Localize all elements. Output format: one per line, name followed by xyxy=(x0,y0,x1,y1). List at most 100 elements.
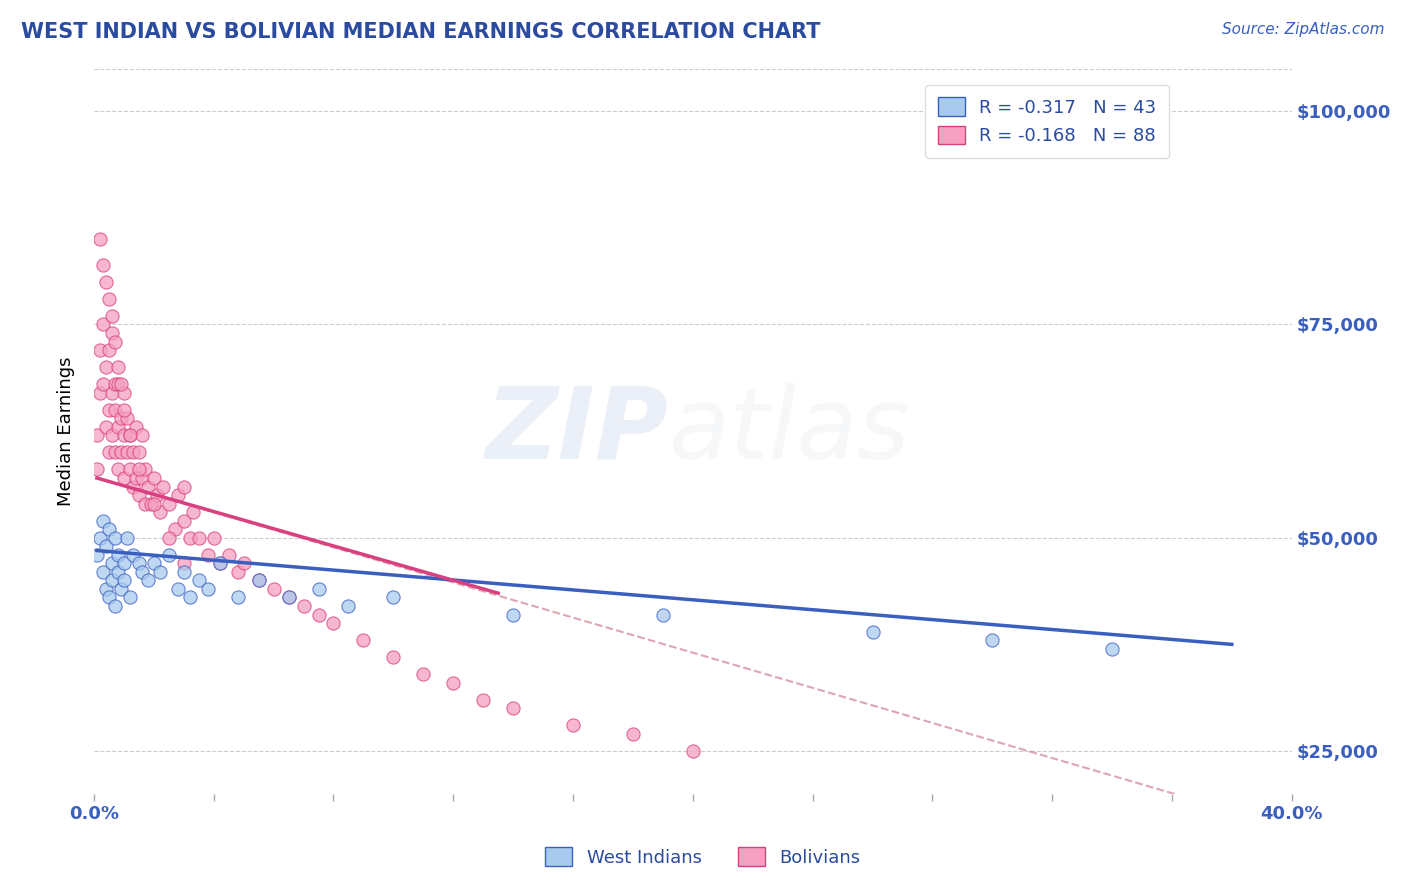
Point xyxy=(121,548,143,562)
Point xyxy=(97,402,120,417)
Point xyxy=(173,514,195,528)
Point xyxy=(382,650,405,665)
Point xyxy=(112,471,135,485)
Point xyxy=(107,565,129,579)
Point xyxy=(101,309,124,323)
Point xyxy=(502,607,524,622)
Point xyxy=(112,574,135,588)
Point xyxy=(149,565,172,579)
Y-axis label: Median Earnings: Median Earnings xyxy=(58,356,75,506)
Point xyxy=(104,599,127,613)
Point xyxy=(104,377,127,392)
Point xyxy=(502,701,524,715)
Point xyxy=(226,591,249,605)
Point xyxy=(181,505,204,519)
Point xyxy=(86,462,108,476)
Point xyxy=(115,445,138,459)
Point xyxy=(208,557,231,571)
Point xyxy=(173,557,195,571)
Point xyxy=(179,531,201,545)
Point xyxy=(197,548,219,562)
Point xyxy=(91,318,114,332)
Point xyxy=(157,531,180,545)
Point xyxy=(104,531,127,545)
Point xyxy=(97,343,120,357)
Point xyxy=(562,718,585,732)
Point xyxy=(337,599,360,613)
Point xyxy=(118,428,141,442)
Point xyxy=(441,675,464,690)
Point xyxy=(352,633,374,648)
Point xyxy=(1101,641,1123,656)
Point xyxy=(112,402,135,417)
Point xyxy=(862,624,884,639)
Point xyxy=(651,607,673,622)
Point xyxy=(89,531,111,545)
Point xyxy=(104,445,127,459)
Point xyxy=(142,471,165,485)
Point xyxy=(110,377,132,392)
Point xyxy=(107,462,129,476)
Legend: R = -0.317   N = 43, R = -0.168   N = 88: R = -0.317 N = 43, R = -0.168 N = 88 xyxy=(925,85,1168,158)
Point xyxy=(107,548,129,562)
Point xyxy=(104,402,127,417)
Point xyxy=(101,385,124,400)
Point xyxy=(187,574,209,588)
Point xyxy=(97,445,120,459)
Point xyxy=(308,607,330,622)
Point xyxy=(128,557,150,571)
Point xyxy=(91,377,114,392)
Point xyxy=(97,522,120,536)
Point xyxy=(94,360,117,375)
Point xyxy=(107,377,129,392)
Point xyxy=(472,693,495,707)
Point xyxy=(292,599,315,613)
Text: Source: ZipAtlas.com: Source: ZipAtlas.com xyxy=(1222,22,1385,37)
Point xyxy=(89,232,111,246)
Point xyxy=(232,557,254,571)
Point xyxy=(136,574,159,588)
Point xyxy=(134,462,156,476)
Point xyxy=(94,539,117,553)
Point xyxy=(101,428,124,442)
Point xyxy=(89,343,111,357)
Point xyxy=(125,420,148,434)
Point xyxy=(91,258,114,272)
Point xyxy=(128,462,150,476)
Point xyxy=(412,667,434,681)
Point xyxy=(187,531,209,545)
Point xyxy=(226,565,249,579)
Point xyxy=(86,548,108,562)
Point xyxy=(112,557,135,571)
Point xyxy=(101,574,124,588)
Point xyxy=(128,488,150,502)
Point xyxy=(101,326,124,340)
Point xyxy=(163,522,186,536)
Point xyxy=(149,505,172,519)
Point xyxy=(91,565,114,579)
Point xyxy=(166,582,188,596)
Point xyxy=(110,411,132,425)
Point xyxy=(197,582,219,596)
Point xyxy=(166,488,188,502)
Point xyxy=(277,591,299,605)
Point xyxy=(115,531,138,545)
Point xyxy=(107,420,129,434)
Point xyxy=(118,462,141,476)
Point xyxy=(173,565,195,579)
Point xyxy=(110,582,132,596)
Point xyxy=(104,334,127,349)
Point xyxy=(121,479,143,493)
Point xyxy=(322,615,344,630)
Point xyxy=(263,582,285,596)
Point xyxy=(139,497,162,511)
Point xyxy=(91,514,114,528)
Point xyxy=(277,591,299,605)
Point xyxy=(94,275,117,289)
Point xyxy=(142,497,165,511)
Point xyxy=(131,565,153,579)
Point xyxy=(125,471,148,485)
Point xyxy=(247,574,270,588)
Point xyxy=(382,591,405,605)
Point xyxy=(118,591,141,605)
